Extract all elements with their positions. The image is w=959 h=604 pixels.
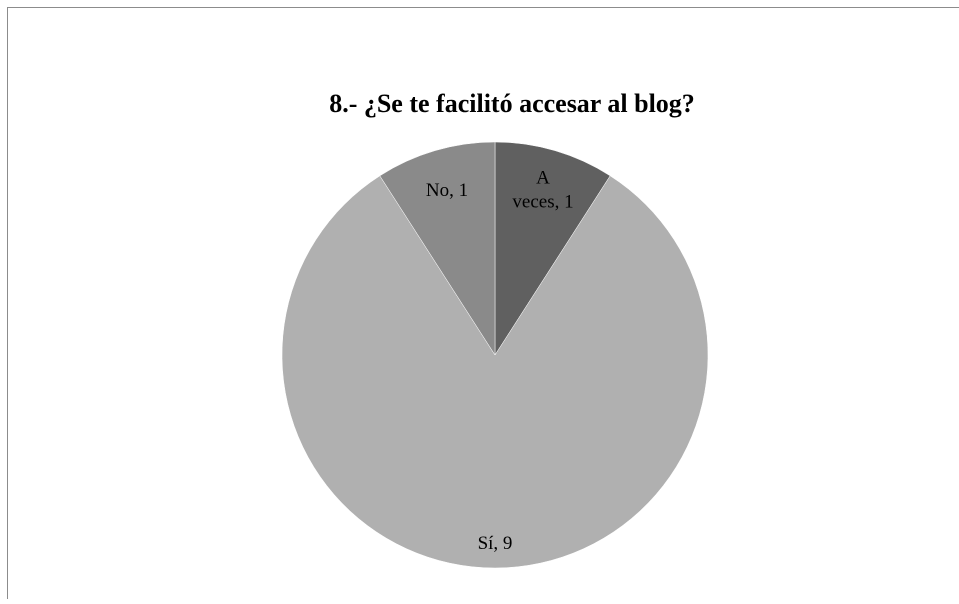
chart-title: 8.- ¿Se te facilitó accesar al blog?: [329, 89, 695, 118]
data-label: No, 1: [426, 180, 468, 201]
data-label: Sí, 9: [478, 533, 513, 554]
